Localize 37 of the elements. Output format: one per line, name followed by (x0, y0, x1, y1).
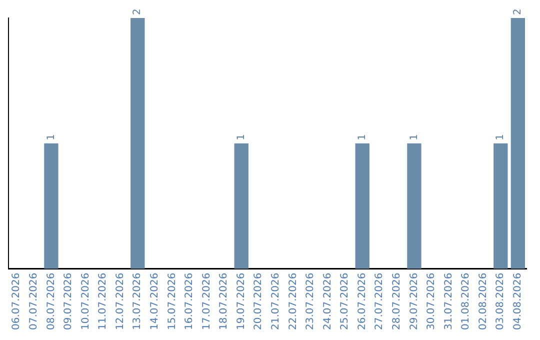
x-tick-label: 27.07.2026 (374, 272, 386, 330)
x-tick-label: 25.07.2026 (340, 272, 351, 330)
x-tick-label: 12.07.2026 (114, 272, 126, 330)
x-tick-label: 24.07.2026 (322, 272, 334, 330)
x-tick-label: 03.08.2026 (495, 272, 506, 330)
x-tick-label: 23.07.2026 (305, 272, 316, 330)
x-tick-label: 31.07.2026 (443, 272, 454, 330)
x-tick-label: 15.07.2026 (166, 272, 178, 330)
x-tick-label: 04.08.2026 (512, 272, 524, 330)
data-label: 1 (408, 134, 420, 140)
x-tick-label: 28.07.2026 (392, 272, 403, 330)
x-tick-label: 14.07.2026 (150, 272, 161, 330)
x-tick-label: 21.07.2026 (270, 272, 282, 330)
x-tick-label: 08.07.2026 (46, 272, 57, 330)
x-tick-label: 06.07.2026 (11, 272, 22, 330)
data-label: 1 (356, 134, 368, 140)
x-tick-label: 29.07.2026 (408, 272, 420, 330)
x-tick-label: 13.07.2026 (132, 272, 144, 330)
x-tick-label: 26.07.2026 (356, 272, 368, 330)
x-tick-label: 20.07.2026 (253, 272, 264, 330)
data-label: 2 (132, 8, 144, 15)
data-label: 2 (512, 8, 524, 15)
x-tick-label: 09.07.2026 (63, 272, 74, 330)
x-tick-label: 17.07.2026 (201, 272, 212, 330)
x-tick-label: 02.08.2026 (478, 272, 489, 330)
data-label: 1 (46, 134, 57, 140)
x-tick-label: 19.07.2026 (236, 272, 247, 330)
x-tick-label: 30.07.2026 (426, 272, 438, 330)
x-tick-label: 22.07.2026 (288, 272, 299, 330)
data-label: 1 (236, 134, 247, 140)
x-tick-label: 11.07.2026 (98, 272, 109, 330)
data-label: 1 (495, 134, 506, 140)
x-tick-label: 18.07.2026 (218, 272, 230, 330)
x-tick-label: 16.07.2026 (184, 272, 196, 330)
x-tick-label: 01.08.2026 (460, 272, 472, 330)
x-tick-label: 10.07.2026 (80, 272, 92, 330)
x-tick-label: 07.07.2026 (28, 272, 40, 330)
